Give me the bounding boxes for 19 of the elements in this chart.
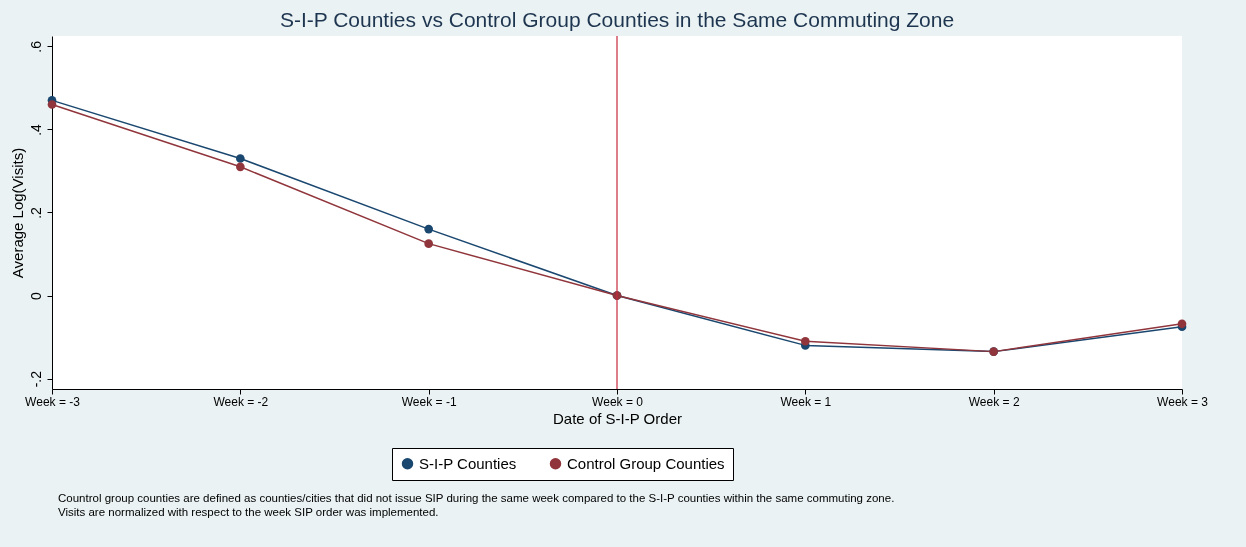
y-tick-label: 0: [27, 291, 44, 300]
y-tick-label: -.2: [27, 370, 44, 388]
x-tick-label: Week = -2: [213, 394, 269, 409]
legend-label: Control Group Counties: [567, 454, 725, 472]
x-tick-label: Week = -3: [25, 394, 81, 409]
y-tick-label: .2: [27, 206, 44, 219]
x-tick-label: Week = 0: [592, 394, 644, 409]
y-axis-title: Average Log(Visits): [8, 147, 26, 279]
legend-label: S-I-P Counties: [419, 454, 517, 472]
x-tick-label: Week = 3: [1157, 394, 1209, 409]
text: Countrol group counties are defined as counties/cities that did not issue SIP during the same week compared to the S-I-P counties within the same commuting zone.: [58, 491, 896, 505]
text: Visits are normalized with respect to the week SIP order was implemented.: [58, 505, 440, 519]
x-tick-label: Week = -1: [401, 394, 457, 409]
x-tick-label: Week = 1: [780, 394, 832, 409]
x-tick-label: Week = 2: [968, 394, 1020, 409]
y-tick-label: .6: [27, 40, 44, 53]
y-tick-label: .4: [27, 123, 44, 136]
x-axis-title: Date of S-I-P Order: [553, 409, 682, 427]
chart-title: S-I-P Counties vs Control Group Counties in the Same Commuting Zone: [279, 8, 955, 32]
